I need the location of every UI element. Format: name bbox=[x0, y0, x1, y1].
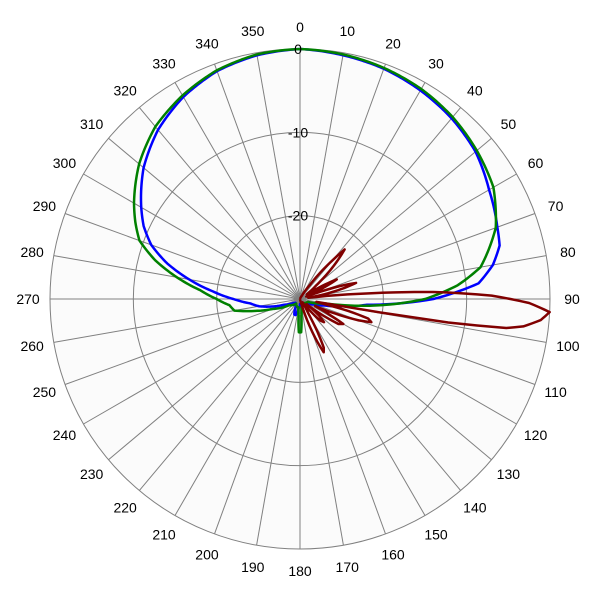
angle-tick-label: 50 bbox=[501, 116, 517, 132]
angle-tick-label: 70 bbox=[548, 198, 564, 214]
angle-tick-label: 260 bbox=[20, 338, 44, 354]
spoke-190 bbox=[256, 298, 301, 546]
label-group: 0 10 20 30 40 50 60 70 80 90 100 110 120 130 140 150 160… bbox=[16, 19, 580, 579]
spoke-290 bbox=[64, 213, 301, 300]
radial-tick-label: -20 bbox=[288, 208, 308, 224]
spoke-140 bbox=[299, 298, 462, 491]
spoke-330 bbox=[174, 82, 301, 300]
angle-tick-label: 200 bbox=[195, 547, 219, 563]
angle-tick-label: 250 bbox=[33, 384, 57, 400]
angle-tick-label: 130 bbox=[497, 466, 521, 482]
spoke-20 bbox=[299, 63, 386, 300]
angle-tick-label: 170 bbox=[336, 559, 360, 575]
spoke-200 bbox=[214, 298, 301, 535]
angle-tick-label: 110 bbox=[544, 384, 567, 400]
angle-tick-label: 60 bbox=[528, 155, 544, 171]
angle-tick-label: 160 bbox=[381, 547, 405, 563]
spoke-80 bbox=[299, 255, 547, 300]
spoke-230 bbox=[108, 298, 301, 461]
series-line-2 bbox=[298, 248, 551, 354]
angle-tick-label: 10 bbox=[339, 23, 355, 39]
angle-tick-label: 220 bbox=[113, 499, 137, 515]
angle-tick-label: 150 bbox=[424, 527, 448, 543]
spoke-300 bbox=[83, 173, 301, 300]
spoke-210 bbox=[174, 298, 301, 516]
angle-tick-label: 140 bbox=[463, 499, 487, 515]
spoke-240 bbox=[83, 298, 301, 425]
spoke-220 bbox=[138, 298, 301, 491]
series-group bbox=[132, 47, 551, 354]
spoke-320 bbox=[138, 107, 301, 300]
spoke-250 bbox=[64, 298, 301, 385]
angle-tick-label: 120 bbox=[524, 427, 548, 443]
angle-tick-label: 90 bbox=[564, 291, 580, 307]
spoke-110 bbox=[299, 298, 536, 385]
spoke-130 bbox=[299, 298, 492, 461]
angle-tick-label: 290 bbox=[33, 198, 57, 214]
angle-tick-label: 350 bbox=[241, 23, 265, 39]
angle-tick-label: 210 bbox=[152, 527, 176, 543]
angle-tick-label: 190 bbox=[241, 559, 265, 575]
angle-tick-label: 280 bbox=[20, 244, 44, 260]
spoke-10 bbox=[299, 52, 344, 300]
angle-tick-label: 180 bbox=[288, 563, 312, 579]
spoke-30 bbox=[299, 82, 426, 300]
series-line-1 bbox=[132, 47, 498, 334]
angle-tick-label: 300 bbox=[53, 155, 77, 171]
radial-tick-label: 0 bbox=[294, 41, 302, 57]
angle-tick-label: 320 bbox=[113, 83, 137, 99]
angle-tick-label: 100 bbox=[556, 338, 580, 354]
angle-tick-label: 270 bbox=[16, 291, 40, 307]
angle-tick-label: 40 bbox=[467, 83, 483, 99]
spoke-170 bbox=[299, 298, 344, 546]
spoke-60 bbox=[299, 173, 517, 300]
angle-tick-label: 240 bbox=[53, 427, 77, 443]
angle-tick-label: 20 bbox=[385, 35, 401, 51]
angle-tick-label: 80 bbox=[560, 244, 576, 260]
angle-tick-label: 30 bbox=[428, 55, 444, 71]
spoke-340 bbox=[214, 63, 301, 300]
radial-tick-label: -10 bbox=[288, 124, 308, 140]
angle-tick-label: 230 bbox=[80, 466, 104, 482]
spoke-350 bbox=[256, 52, 301, 300]
angle-tick-label: 330 bbox=[152, 55, 176, 71]
angle-tick-label: 340 bbox=[195, 35, 219, 51]
angle-tick-label: 0 bbox=[296, 19, 304, 35]
spoke-150 bbox=[299, 298, 426, 516]
angle-tick-label: 310 bbox=[80, 116, 104, 132]
spoke-50 bbox=[299, 137, 492, 300]
spoke-310 bbox=[108, 137, 301, 300]
